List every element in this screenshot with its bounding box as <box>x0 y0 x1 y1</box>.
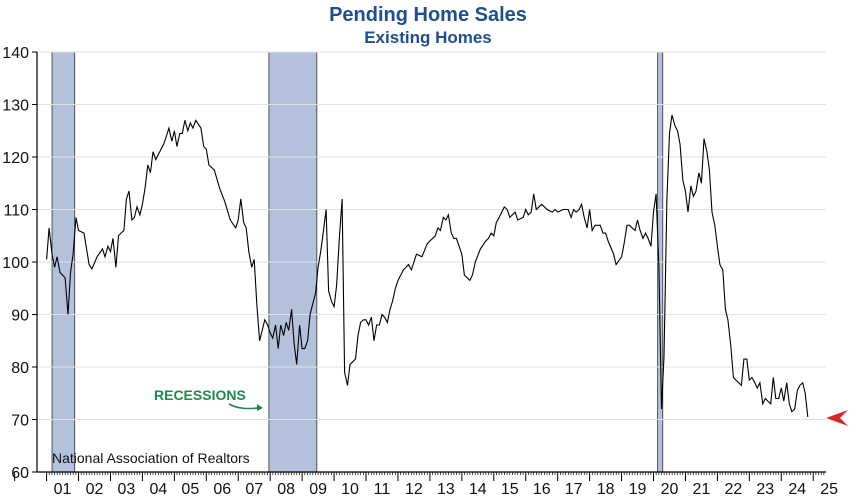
x-tick-label-02: 02 <box>86 481 104 498</box>
recessions-arrow-head <box>257 404 263 411</box>
x-tick-label-14: 14 <box>469 481 487 498</box>
y-tick-label-120: 120 <box>2 150 29 167</box>
x-tick-label-11: 11 <box>374 481 391 498</box>
chart-title: Pending Home Sales <box>329 4 527 26</box>
x-tick-label-10: 10 <box>341 481 359 498</box>
x-tick-label-13: 13 <box>437 481 455 498</box>
x-tick-label-16: 16 <box>533 481 551 498</box>
y-tick-label-70: 70 <box>11 413 29 430</box>
y-tick-label-60: 60 <box>11 465 29 482</box>
x-tick-label-05: 05 <box>181 481 199 498</box>
y-tick-label-110: 110 <box>3 203 29 220</box>
x-tick-label-12: 12 <box>405 481 423 498</box>
x-tick-label-03: 03 <box>118 481 136 498</box>
x-tick-label-22: 22 <box>724 481 742 498</box>
x-tick-label-18: 18 <box>597 481 615 498</box>
x-tick-label-09: 09 <box>309 481 327 498</box>
chart-subtitle: Existing Homes <box>364 28 492 47</box>
x-tick-label-19: 19 <box>629 481 647 498</box>
x-tick-label-24: 24 <box>788 481 806 498</box>
x-tick-label-25: 25 <box>820 481 838 498</box>
x-tick-label-06: 06 <box>213 481 231 498</box>
gridlines <box>37 51 826 420</box>
pending-sales-line <box>46 114 809 417</box>
y-tick-label-140: 140 <box>2 45 29 62</box>
x-tick-label-17: 17 <box>565 481 583 498</box>
y-tick-label-130: 130 <box>2 98 29 115</box>
x-axis-ticks: 01 02 03 04 05 06 07 08 09 10 11 12 13 14 15 16 17 18 19 20… <box>14 472 838 498</box>
y-axis-ticks: 140 130 120 110 100 90 80 70 60 <box>2 45 37 482</box>
x-tick-label-21: 21 <box>693 481 711 498</box>
x-tick-label-08: 08 <box>277 481 295 498</box>
y-tick-label-90: 90 <box>11 308 29 325</box>
y-tick-label-80: 80 <box>11 360 29 377</box>
x-tick-label-04: 04 <box>149 481 167 498</box>
x-tick-label-23: 23 <box>756 481 774 498</box>
recessions-annotation: RECESSIONS <box>154 387 246 403</box>
x-tick-label-20: 20 <box>661 481 679 498</box>
latest-value-marker <box>826 410 848 426</box>
source-label: National Association of Realtors <box>52 450 250 466</box>
x-tick-label-15: 15 <box>501 481 519 498</box>
x-tick-label-07: 07 <box>245 481 263 498</box>
recessions-arrow <box>228 403 259 410</box>
y-tick-label-100: 100 <box>2 255 29 272</box>
x-tick-label-01: 01 <box>54 481 72 498</box>
